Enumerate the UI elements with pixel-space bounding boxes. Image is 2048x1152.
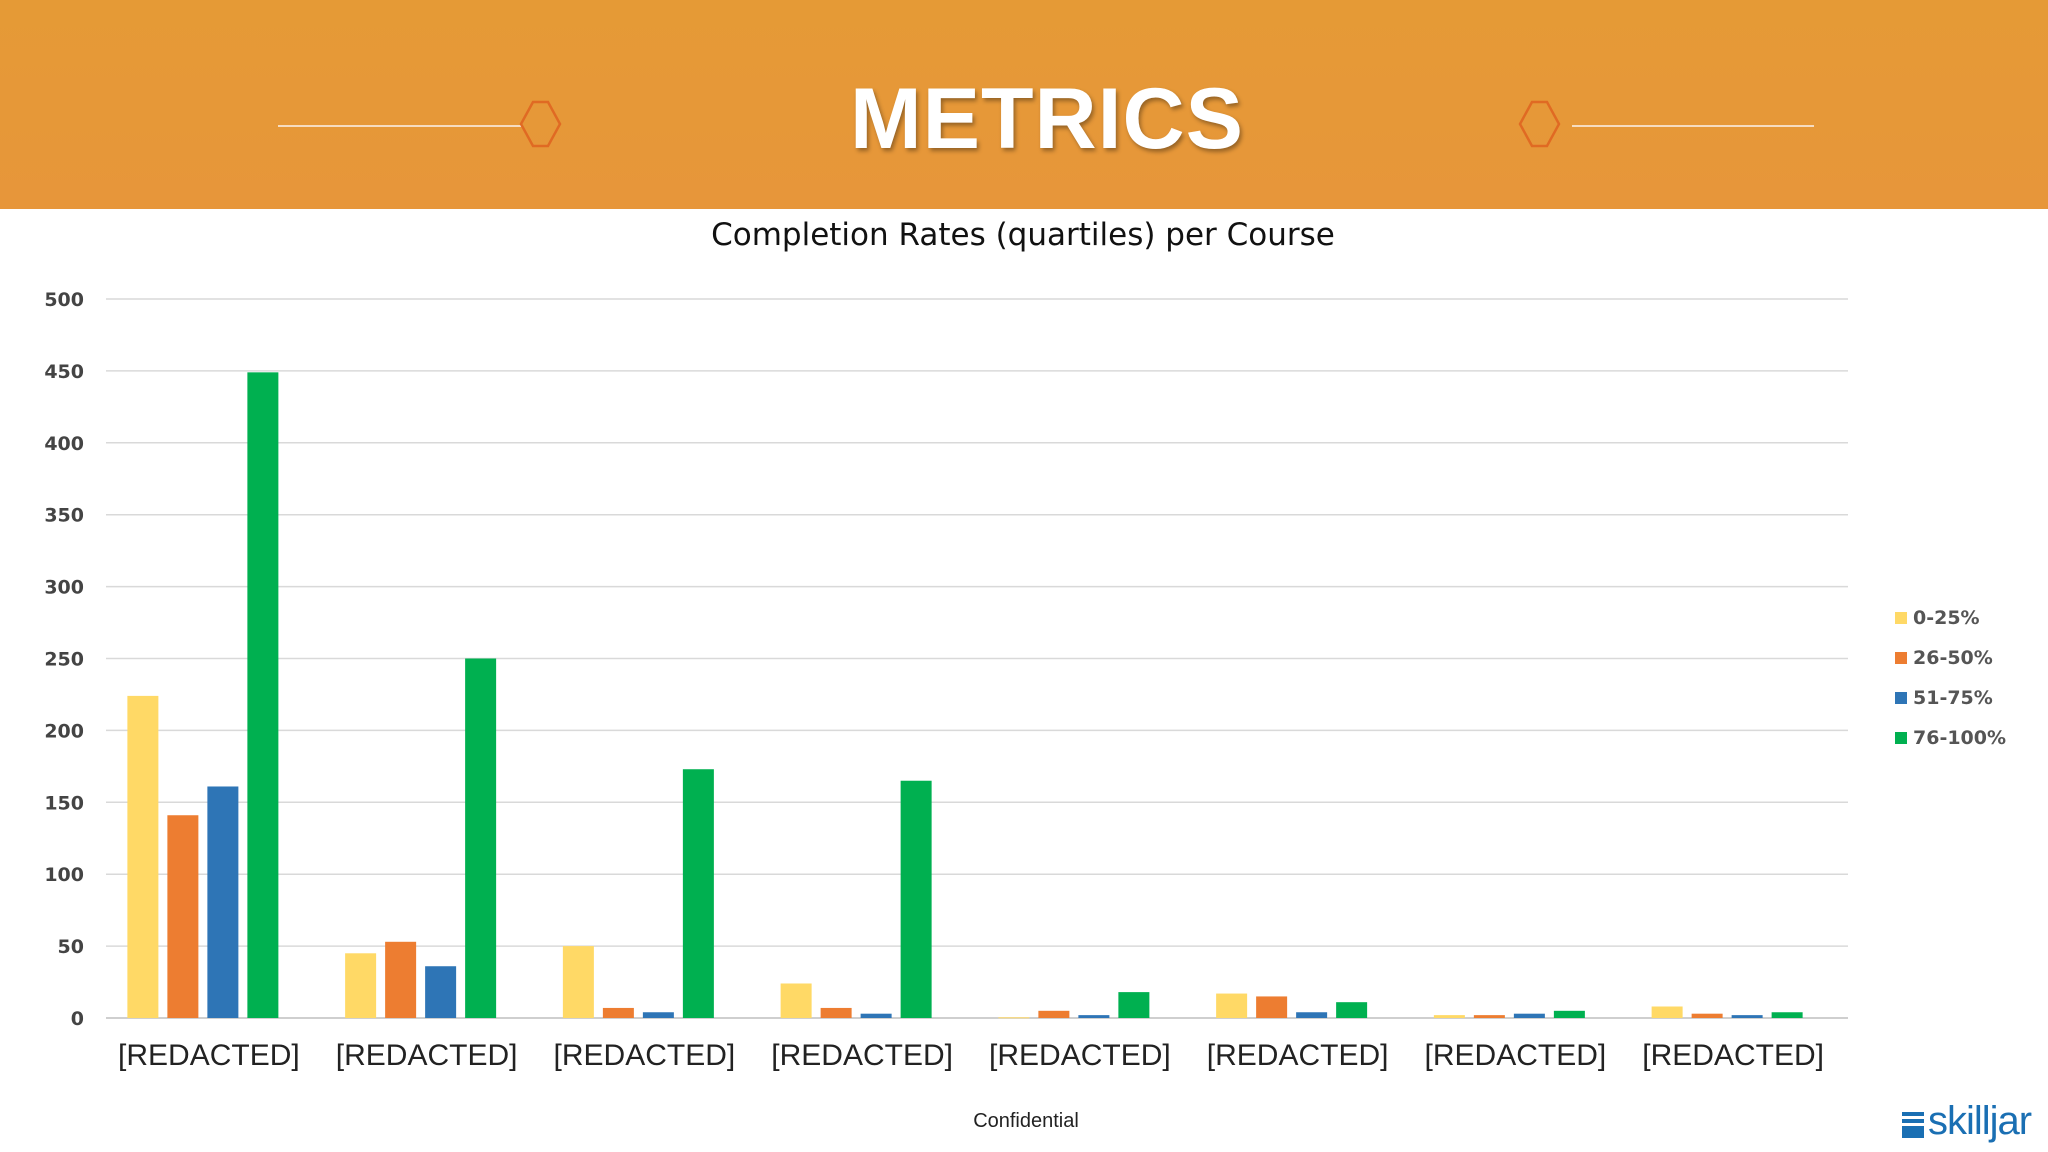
bar [1296, 1012, 1328, 1018]
y-tick-label: 200 [44, 720, 84, 742]
chart-title: Completion Rates (quartiles) per Course [711, 217, 1335, 253]
legend-swatch [1895, 612, 1907, 624]
legend-label: 51-75% [1913, 687, 1993, 709]
bar [1433, 1015, 1465, 1018]
x-category-label: [REDACTED] [1642, 1039, 1824, 1072]
x-category-label: [REDACTED] [118, 1039, 300, 1072]
left-hexagon-divider [278, 100, 1814, 148]
legend: 0-25% 26-50% 51-75% 76-100% [1895, 607, 2006, 749]
bar [1691, 1013, 1723, 1018]
bar [207, 786, 239, 1018]
x-axis-categories: [REDACTED] [REDACTED] [REDACTED] [REDACTED]… [118, 1039, 1824, 1072]
bar [682, 769, 714, 1018]
brand-name: skilljar [1928, 1099, 2032, 1143]
bar [127, 695, 159, 1018]
bar [465, 658, 497, 1018]
bar [1336, 1002, 1368, 1018]
y-tick-label: 500 [44, 289, 84, 311]
bar [900, 780, 932, 1018]
x-category-label: [REDACTED] [1425, 1039, 1607, 1072]
bar [247, 372, 279, 1018]
bar [1038, 1010, 1070, 1018]
bar [602, 1007, 634, 1018]
legend-label: 76-100% [1913, 727, 2006, 749]
x-category-label: [REDACTED] [1207, 1039, 1389, 1072]
bars [127, 372, 1803, 1019]
y-tick-label: 250 [44, 649, 84, 671]
x-category-label: [REDACTED] [989, 1039, 1171, 1072]
bar [345, 953, 377, 1018]
bar [1731, 1015, 1763, 1018]
y-tick-label: 300 [44, 577, 84, 599]
x-category-label: [REDACTED] [336, 1039, 518, 1072]
legend-label: 0-25% [1913, 607, 1980, 629]
x-category-label: [REDACTED] [771, 1039, 953, 1072]
bar [385, 941, 417, 1018]
right-hexagon-icon [1518, 100, 1561, 148]
y-axis-ticks: 0 50 100 150 200 250 300 350 400 450 500 [44, 289, 84, 1030]
bar [780, 983, 812, 1018]
bar [820, 1007, 852, 1018]
bar [642, 1012, 674, 1018]
y-tick-label: 50 [58, 936, 84, 958]
page-title: METRICS [850, 71, 1244, 167]
y-tick-label: 0 [71, 1008, 84, 1030]
bar [1513, 1013, 1545, 1018]
bar [425, 966, 457, 1018]
y-tick-label: 350 [44, 505, 84, 527]
bar [1256, 996, 1288, 1018]
legend-swatch [1895, 692, 1907, 704]
title-banner: METRICS [0, 0, 2048, 209]
skilljar-mark-icon [1902, 1112, 1924, 1138]
bar [1078, 1015, 1110, 1018]
y-tick-label: 100 [44, 864, 84, 886]
bar [1651, 1006, 1683, 1018]
bar [1216, 993, 1248, 1018]
y-tick-label: 400 [44, 433, 84, 455]
legend-swatch [1895, 652, 1907, 664]
left-hexagon-icon [519, 100, 562, 148]
bar [860, 1013, 892, 1018]
bar [1118, 992, 1150, 1018]
bar [562, 946, 594, 1018]
bar-chart: Completion Rates (quartiles) per Course … [44, 217, 2006, 1072]
legend-label: 26-50% [1913, 647, 1993, 669]
bar [998, 1017, 1030, 1019]
y-tick-label: 450 [44, 361, 84, 383]
bar [1553, 1010, 1585, 1018]
legend-swatch [1895, 732, 1907, 744]
confidential-footer: Confidential [973, 1110, 1079, 1132]
gridlines [106, 298, 1848, 1019]
bar [1473, 1015, 1505, 1018]
y-tick-label: 150 [44, 792, 84, 814]
bar [1771, 1012, 1803, 1018]
brand-logo: skilljar [1902, 1098, 2032, 1144]
bar [167, 815, 199, 1018]
x-category-label: [REDACTED] [554, 1039, 736, 1072]
